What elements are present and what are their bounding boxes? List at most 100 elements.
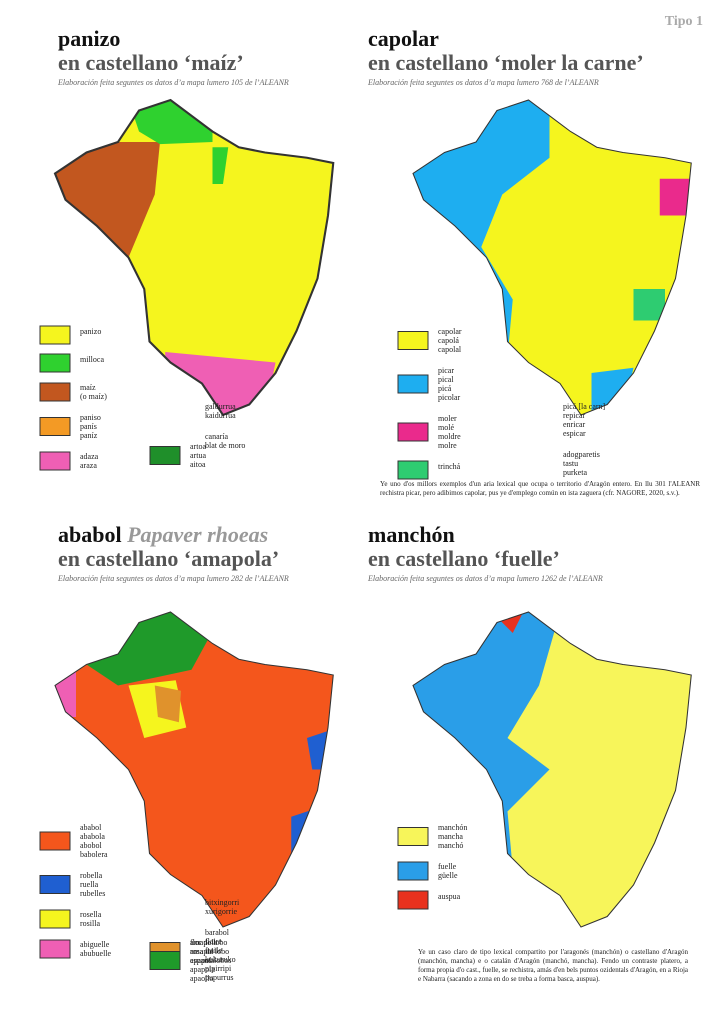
map-capolar — [412, 99, 692, 416]
title-text: ababol — [58, 522, 122, 547]
legend-item: amapol — [190, 947, 214, 956]
legend-swatch — [39, 417, 71, 436]
page-tag: Tipo 1 — [664, 14, 703, 29]
legend-swatch — [39, 451, 71, 471]
title-latin: Papaver rhoeas — [127, 522, 269, 547]
legend-item: artua — [190, 451, 206, 460]
note: Ye uno d'os millors exemplos d'un aria l… — [380, 480, 700, 497]
legend-item: pical — [438, 375, 454, 384]
legend-item: abobol — [80, 841, 102, 850]
legend-item: flaire — [205, 937, 222, 946]
legend-item: ruella — [80, 880, 99, 889]
legend-item: moler — [438, 414, 457, 423]
legend-item: trinchá — [438, 462, 461, 471]
legend-swatch — [397, 890, 429, 910]
legend-item: manchó — [438, 841, 464, 850]
legend-swatch — [39, 875, 71, 894]
legend-item: apaollo — [190, 974, 214, 983]
legend-item: capolá — [438, 336, 459, 345]
subtitle: en castellano ‘moler la carne’ — [368, 50, 644, 75]
legend-item: picá — [438, 384, 452, 393]
subtitle: en castellano ‘fuelle’ — [368, 546, 560, 571]
title: manchón — [368, 522, 455, 547]
legend-item: moldre — [438, 432, 461, 441]
legend-item: adogparetis — [563, 450, 600, 459]
legend-item: apapol — [190, 956, 212, 965]
legend-item: fuelle — [438, 862, 457, 871]
legend-item: espantalobos — [190, 956, 232, 965]
legend-item: (o maíz) — [80, 392, 107, 401]
title: ababol Papaver rhoeas — [58, 522, 268, 548]
legend-item: capolar — [438, 327, 462, 336]
legend-swatch — [39, 831, 71, 851]
legend-item: pipirripi — [205, 964, 232, 973]
legend-item: auspua — [438, 892, 461, 901]
legend-item: repicar — [563, 411, 586, 420]
legend-item: rosilla — [80, 919, 100, 928]
legend-item: galdurrua — [205, 402, 236, 411]
legend-item: rubelles — [80, 889, 106, 898]
legend-item: bitxingorri — [205, 898, 240, 907]
legend-item: xurigorrie — [205, 907, 237, 916]
source: Elaboración feita seguntes os datos d’a … — [368, 78, 599, 87]
legend-item: güelle — [438, 871, 458, 880]
legend-item: picolar — [438, 393, 461, 402]
legend-item: picar — [438, 366, 454, 375]
legend-item: molé — [438, 423, 454, 432]
legend-swatch — [397, 374, 429, 394]
legend-item: manchón — [438, 823, 468, 832]
legend-swatch — [397, 331, 429, 350]
map-panizo — [53, 98, 335, 417]
legend-item: abubuelle — [80, 949, 112, 958]
legend-item: maíz — [80, 383, 96, 392]
legend-item: panís — [80, 422, 97, 431]
legend-item: ababola — [80, 832, 105, 841]
note: Ye un caso claro de tipo lexical compart… — [418, 948, 688, 983]
legend-swatch — [397, 460, 429, 480]
legend-item: barabol — [205, 928, 229, 937]
source: Elaboración feita seguntes os datos d’a … — [58, 574, 289, 583]
legend-item: picá [la carn] — [563, 402, 606, 411]
legend-item: mancha — [438, 832, 463, 841]
legend-item: kaidurrua — [205, 411, 236, 420]
legend-swatch — [397, 861, 429, 881]
legend-item: robella — [80, 871, 103, 880]
title: capolar — [368, 26, 439, 51]
legend-item: artoa — [190, 442, 206, 451]
legend-item: enricar — [563, 420, 586, 429]
legend-item: paníz — [80, 431, 98, 440]
legend-swatch — [39, 909, 71, 929]
legend-item: panizo — [80, 327, 102, 336]
legend-item: fraile — [205, 946, 222, 955]
subtitle: en castellano ‘amapola’ — [58, 546, 280, 571]
legend-item: babolera — [80, 850, 108, 859]
legend-item: aitoa — [190, 460, 206, 469]
legend-item: rosella — [80, 910, 102, 919]
legend-swatch — [39, 382, 71, 402]
legend-item: pupurrus — [205, 973, 234, 982]
legend-swatch — [397, 422, 429, 442]
legend-item: capolal — [438, 345, 462, 354]
legend-item: tastu — [563, 459, 579, 468]
legend-swatch — [149, 951, 181, 970]
source: Elaboración feita seguntes os datos d’a … — [58, 78, 289, 87]
legend-swatch — [39, 325, 71, 345]
legend-item: araza — [80, 461, 97, 470]
legend-item: purketa — [563, 468, 587, 477]
legend-item: abiguelle — [80, 940, 110, 949]
legend-swatch — [397, 827, 429, 846]
legend-item: rosa de lobo — [190, 947, 230, 956]
legend-item: apapola — [190, 965, 215, 974]
legend-item: adaza — [80, 452, 99, 461]
legend-item: flor de lobo — [190, 938, 228, 947]
legend-item: milloca — [80, 355, 104, 364]
legend-swatch — [149, 446, 181, 465]
legend-item: molre — [438, 441, 457, 450]
legend-item: paniso — [80, 413, 101, 422]
legend-swatch — [39, 353, 71, 373]
legend-swatch — [39, 939, 71, 959]
title: panizo — [58, 26, 121, 51]
source: Elaboración feita seguntes os datos d’a … — [368, 574, 603, 583]
